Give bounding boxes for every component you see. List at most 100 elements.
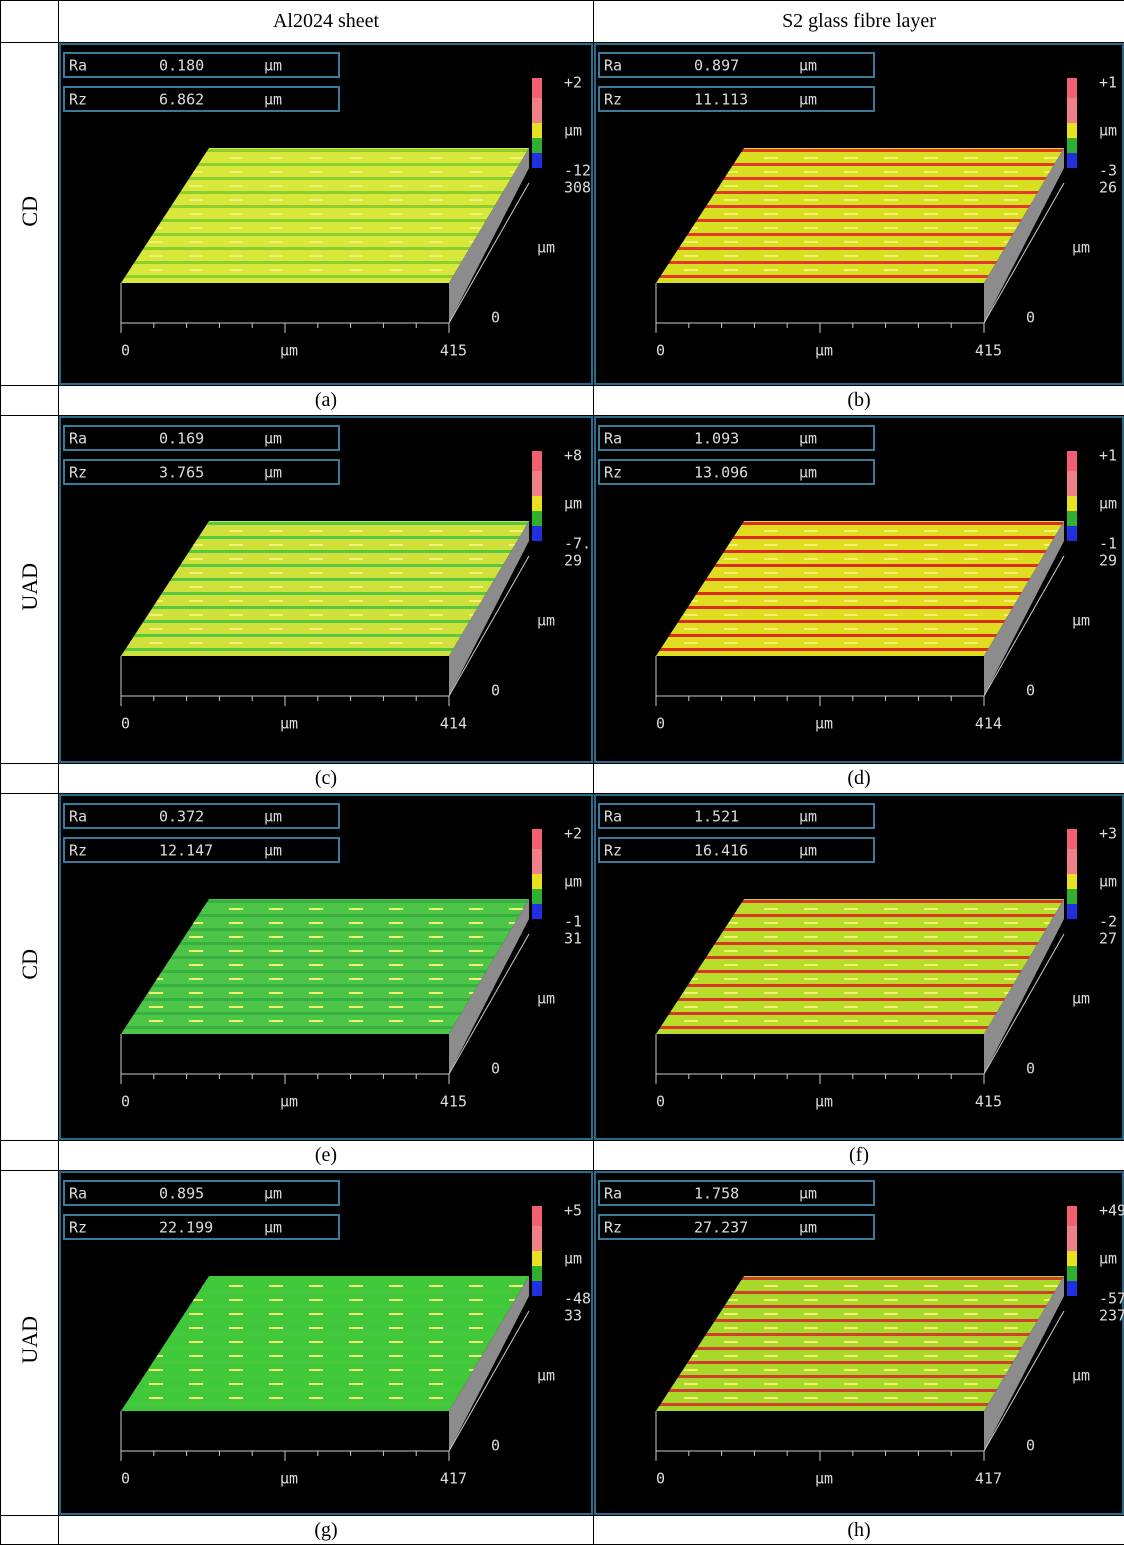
scale-label: μm bbox=[1099, 122, 1117, 140]
axis-line bbox=[121, 283, 449, 323]
colorbar bbox=[1067, 874, 1077, 889]
x-axis-label: μm bbox=[815, 342, 833, 360]
scale-label: μm bbox=[1099, 495, 1117, 513]
scale-label: -57 bbox=[1099, 1290, 1124, 1308]
colorbar bbox=[1067, 1226, 1077, 1251]
label: Ra bbox=[604, 1185, 622, 1203]
z-axis-label: μm bbox=[537, 1367, 555, 1385]
x-axis-label: 415 bbox=[975, 342, 1002, 360]
z-axis-label: μm bbox=[1072, 612, 1090, 630]
axis-line bbox=[121, 656, 449, 696]
colorbar bbox=[1067, 1251, 1077, 1266]
scale-label: -48 bbox=[564, 1290, 591, 1308]
scale-label: μm bbox=[1099, 873, 1117, 891]
colorbar bbox=[532, 1266, 542, 1281]
colorbar bbox=[1067, 451, 1077, 471]
scale-label: 33 bbox=[564, 1307, 582, 1325]
scale-label: -3 bbox=[1099, 162, 1117, 180]
x-axis-label: 414 bbox=[975, 715, 1002, 733]
scale-label: 31 bbox=[564, 930, 582, 948]
value: 16.416 bbox=[694, 842, 748, 860]
unit: μm bbox=[264, 808, 282, 826]
x-axis-label: μm bbox=[280, 1093, 298, 1111]
value: 13.096 bbox=[694, 464, 748, 482]
column-header: S2 glass fibre layer bbox=[594, 1, 1124, 43]
colorbar bbox=[532, 849, 542, 874]
label: Ra bbox=[69, 1185, 87, 1203]
x-axis-label: 414 bbox=[440, 715, 467, 733]
z-axis-label: μm bbox=[1072, 990, 1090, 1008]
unit: μm bbox=[264, 1219, 282, 1237]
value: 0.180 bbox=[159, 57, 204, 75]
value: 0.897 bbox=[694, 57, 739, 75]
z-axis-label: 0 bbox=[491, 682, 500, 700]
scale-label: μm bbox=[564, 873, 582, 891]
scale-label: 237 bbox=[1099, 1307, 1124, 1325]
unit: μm bbox=[264, 430, 282, 448]
scale-label: +2 bbox=[564, 74, 582, 92]
row-label: UAD bbox=[17, 563, 43, 611]
z-axis-label: μm bbox=[1072, 1367, 1090, 1385]
axis-line bbox=[121, 1411, 449, 1451]
value: 27.237 bbox=[694, 1219, 748, 1237]
unit: μm bbox=[264, 842, 282, 860]
label: Ra bbox=[604, 808, 622, 826]
caption: (h) bbox=[594, 1516, 1124, 1545]
column-header: Al2024 sheet bbox=[59, 1, 594, 43]
colorbar bbox=[532, 496, 542, 511]
scale-label: 29 bbox=[564, 552, 582, 570]
unit: μm bbox=[799, 1219, 817, 1237]
colorbar bbox=[532, 511, 542, 526]
value: 1.521 bbox=[694, 808, 739, 826]
colorbar bbox=[532, 78, 542, 98]
label: Rz bbox=[604, 464, 622, 482]
x-axis-label: 0 bbox=[656, 1470, 665, 1488]
value: 3.765 bbox=[159, 464, 204, 482]
colorbar bbox=[1067, 526, 1077, 541]
scale-label: +1 bbox=[1099, 74, 1117, 92]
x-axis-label: 0 bbox=[656, 1093, 665, 1111]
x-axis-label: 0 bbox=[121, 342, 130, 360]
axis-line bbox=[656, 283, 984, 323]
z-axis-label: μm bbox=[537, 239, 555, 257]
value: 1.093 bbox=[694, 430, 739, 448]
colorbar bbox=[532, 889, 542, 904]
label: Rz bbox=[69, 1219, 87, 1237]
value: 0.169 bbox=[159, 430, 204, 448]
colorbar bbox=[532, 451, 542, 471]
colorbar bbox=[1067, 1266, 1077, 1281]
axis-line bbox=[656, 656, 984, 696]
value: 0.895 bbox=[159, 1185, 204, 1203]
value: 12.147 bbox=[159, 842, 213, 860]
unit: μm bbox=[799, 1185, 817, 1203]
colorbar bbox=[532, 98, 542, 123]
value: 22.199 bbox=[159, 1219, 213, 1237]
caption: (f) bbox=[594, 1141, 1124, 1171]
colorbar bbox=[1067, 829, 1077, 849]
x-axis-label: 415 bbox=[440, 1093, 467, 1111]
label: Ra bbox=[69, 57, 87, 75]
colorbar bbox=[532, 1206, 542, 1226]
scale-label: μm bbox=[564, 122, 582, 140]
unit: μm bbox=[264, 91, 282, 109]
z-axis-label: 0 bbox=[491, 1437, 500, 1455]
axis-line bbox=[656, 1034, 984, 1074]
colorbar bbox=[1067, 471, 1077, 496]
scale-label: 29 bbox=[1099, 552, 1117, 570]
colorbar bbox=[1067, 78, 1077, 98]
scale-label: μm bbox=[564, 1250, 582, 1268]
colorbar bbox=[1067, 123, 1077, 138]
z-axis-label: μm bbox=[537, 612, 555, 630]
colorbar bbox=[1067, 98, 1077, 123]
scale-label: -7. bbox=[564, 535, 591, 553]
label: Rz bbox=[604, 91, 622, 109]
colorbar bbox=[532, 471, 542, 496]
colorbar bbox=[532, 526, 542, 541]
colorbar bbox=[1067, 496, 1077, 511]
colorbar bbox=[1067, 1281, 1077, 1296]
x-axis-label: 0 bbox=[121, 715, 130, 733]
